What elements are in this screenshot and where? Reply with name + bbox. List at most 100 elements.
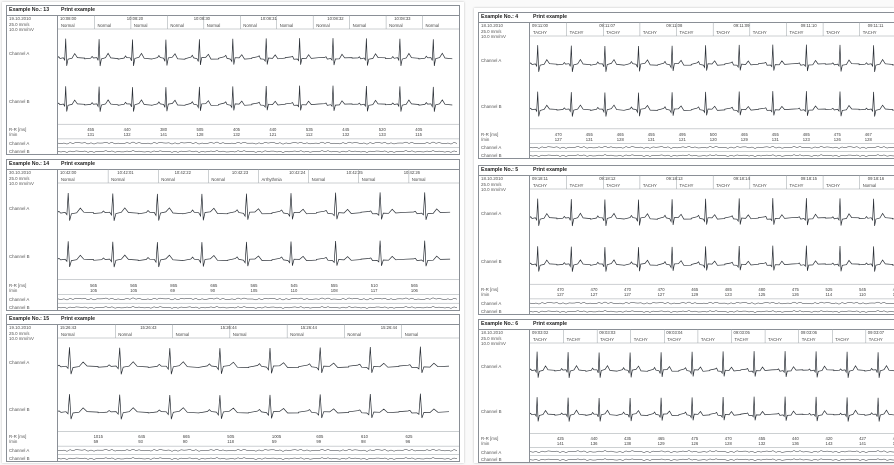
beat-classification: Normal: [316, 23, 330, 28]
channel-a-label: Channel A: [481, 363, 502, 369]
rr-interval-value: 440: [590, 436, 598, 442]
rr-interval-value: 500: [709, 131, 717, 137]
print-page-right: Example No.: 4 Print example 18.10.2010 25.…: [474, 8, 894, 463]
panel-header: Example No.: 13 Print example: [7, 6, 459, 16]
paper-speed: 25.0 mm/s: [481, 182, 502, 187]
beat-classification: TACHY: [533, 183, 547, 188]
timestamp: 09:18:14: [733, 176, 750, 181]
timestamp: 10:42:25: [346, 170, 363, 175]
rr-interval-value: 425: [556, 436, 564, 442]
example-number: Example No.: 5: [481, 167, 519, 173]
heart-rate-value: 143: [825, 441, 833, 447]
rr-interval-value: 475: [791, 287, 799, 292]
rr-interval-value: 545: [859, 287, 867, 292]
rr-interval-value: 485: [802, 131, 810, 137]
ecg-traces: [58, 15, 459, 153]
heart-rate-value: 105: [130, 287, 138, 293]
print-example-label: Print example: [61, 316, 96, 322]
channel-label-column: 19.10.2010 25.0 mm/s 10.0 mm/mV Channel A Ch…: [7, 324, 58, 461]
paper-speed: 25.0 mm/s: [9, 22, 30, 27]
channel-a-trend-label: Channel A: [9, 141, 30, 146]
rr-interval-value: 427: [859, 436, 867, 442]
channel-a-trend-label: Channel A: [9, 448, 30, 454]
beat-classification: Normal: [411, 177, 426, 182]
rr-interval-value: 485: [724, 287, 732, 292]
timestamp: 10:42:26: [403, 170, 420, 175]
rr-interval-value: 505: [196, 127, 204, 132]
rr-interval-value: 565: [90, 282, 98, 288]
timestamp: 09:03:02: [532, 330, 549, 335]
rr-interval-value: 665: [182, 434, 190, 440]
heart-rate-value: 120: [709, 136, 717, 142]
channel-label-column: 18.10.2010 25.0 mm/s 10.0 mm/mV Channel A Ch…: [479, 329, 530, 462]
heart-rate-value: 127: [590, 292, 598, 297]
rr-interval-value: 865: [170, 282, 178, 288]
heart-rate-value: 105: [250, 287, 258, 293]
beat-classification: TACHY: [734, 337, 749, 342]
example-number: Example No.: 14: [9, 161, 50, 167]
beat-classification: Arrhythmia: [261, 177, 282, 182]
channel-b-trend-label: Channel B: [481, 152, 502, 158]
heart-rate-label: /min: [481, 136, 490, 142]
panel-header: Example No.: 5 Print example: [479, 166, 894, 176]
channel-a-trend-label: Channel A: [481, 301, 502, 306]
channel-b-trace: [530, 245, 894, 272]
print-page-left: Example No.: 13 Print example 19.10.2010 25…: [2, 2, 464, 463]
channel-b-trend-label: Channel B: [9, 148, 30, 154]
timestamp: 09:18:15: [800, 176, 817, 181]
timestamp: 10:08:30: [193, 16, 210, 21]
heart-rate-value: 128: [724, 441, 732, 447]
beat-classification: Normal: [111, 177, 125, 182]
timestamp: 09:11:11: [867, 23, 884, 28]
heart-rate-value: 128: [616, 136, 624, 142]
rr-interval-value: 495: [678, 131, 686, 137]
rr-interval-value: 555: [330, 282, 338, 288]
rr-interval-value: 610: [361, 434, 368, 440]
channel-b-trend-trace: [530, 310, 894, 313]
timestamp: 10:08:00: [60, 16, 77, 21]
heart-rate-value: 105: [90, 287, 98, 293]
timestamp: 10:42:22: [174, 170, 191, 175]
heart-rate-value: 123: [802, 136, 810, 142]
channel-b-label: Channel B: [481, 409, 502, 415]
timestamp: 09:18:16: [867, 176, 885, 181]
channel-label-column: 18.10.2010 25.0 mm/s 10.0 mm/mV Channel A Ch…: [479, 175, 530, 314]
gain-setting: 10.0 mm/mV: [9, 181, 34, 186]
beat-classification: Normal: [311, 177, 326, 182]
heart-rate-value: 133: [378, 132, 386, 137]
channel-a-trend-trace: [530, 450, 894, 453]
rr-interval-value: 455: [758, 436, 766, 442]
beat-classification: Normal: [279, 23, 294, 28]
panel-header: Example No.: 4 Print example: [479, 13, 894, 23]
heart-rate-value: 127: [624, 292, 631, 297]
rr-interval-value: 380: [160, 127, 168, 132]
ecg-plot-area: 15:26:43 15:26:43 15:26:44 15:26:44 15:26:44…: [58, 324, 459, 461]
timestamp: 10:08:20: [126, 16, 144, 21]
print-example-label: Print example: [61, 7, 96, 13]
rr-interval-value: 1015: [93, 434, 103, 440]
rr-interval-value: 665: [210, 282, 218, 288]
beat-classification: TACHY: [533, 337, 547, 342]
heart-rate-value: 136: [590, 441, 598, 447]
rr-interval-value: 420: [825, 436, 833, 442]
ecg-plot-area: 09:11:00 09:11:07 09:11:08 09:11:09 09:11:10…: [530, 22, 894, 158]
channel-a-label: Channel A: [9, 205, 30, 211]
recording-date: 19.10.2010: [9, 16, 31, 21]
heart-rate-value: 112: [305, 132, 313, 137]
ecg-plot-area: 09:03:02 09:03:03 09:03:04 09:03:05 09:03:06…: [530, 329, 894, 462]
rr-interval-value: 445: [342, 127, 350, 132]
rr-interval-label: R-R [ms]: [481, 131, 499, 137]
beat-classification: Normal: [211, 177, 225, 182]
rr-interval-value: 405: [415, 127, 423, 132]
heart-rate-value: 127: [556, 292, 564, 297]
rr-interval-value: 525: [825, 287, 833, 292]
ecg-traces: [530, 22, 894, 157]
channel-a-trace: [530, 198, 894, 227]
beat-classification: Normal: [61, 332, 75, 337]
ecg-panel: Example No.: 14 Print example 30.10.2010 25…: [6, 159, 460, 311]
timestamp: 09:11:09: [733, 23, 750, 28]
heart-rate-value: 132: [342, 132, 350, 137]
channel-a-trend-trace: [58, 297, 458, 301]
channel-a-trace: [58, 192, 451, 221]
channel-b-trend-label: Channel B: [481, 308, 502, 314]
